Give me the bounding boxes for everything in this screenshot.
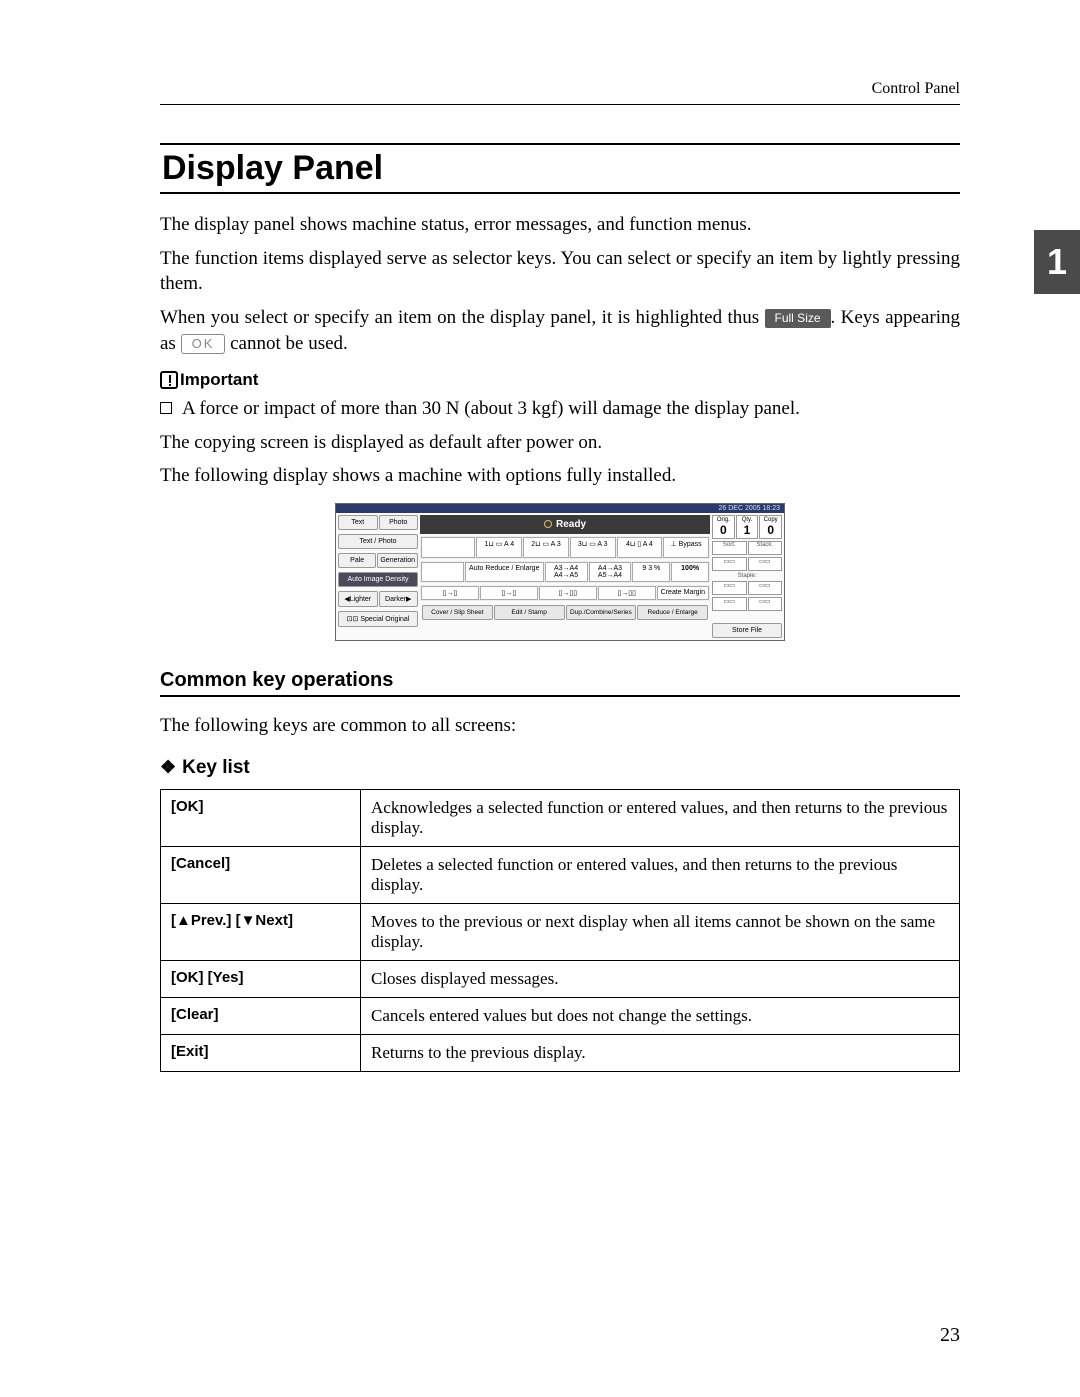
fig-auto-paper-select: Auto Paper Select▶ [421, 537, 475, 558]
fig-tray-1: 1⊔ ▭ A 4 [476, 537, 522, 558]
desc-cell: Acknowledges a selected function or ente… [361, 789, 960, 846]
page-number: 23 [940, 1324, 960, 1347]
fig-auto-reduce-enlarge: Auto Reduce / Enlarge [465, 562, 544, 582]
fig-special-original-button: ⊡⊡ Special Original [338, 611, 418, 627]
important-bullet-text: A force or impact of more than 30 N (abo… [182, 396, 800, 422]
fig-percent: 9 3 % [632, 562, 670, 582]
key-cell: [Exit] [161, 1034, 361, 1071]
fig-counter-qty: Qty.1 [736, 515, 759, 539]
table-row: [▲Prev.] [▼Next] Moves to the previous o… [161, 903, 960, 960]
fig-100-percent: 100% [671, 562, 709, 582]
p3-text-a: When you select or specify an item on th… [160, 307, 765, 328]
key-list-table: [OK] Acknowledges a selected function or… [160, 789, 960, 1072]
important-label: Important [180, 370, 258, 389]
fig-tray-4: 4⊔ ▯ A 4 [617, 537, 663, 558]
fig-paper-tray-row: Auto Paper Select▶ 1⊔ ▭ A 4 2⊔ ▭ A 3 3⊔ … [420, 536, 710, 559]
header-divider [160, 104, 960, 105]
fig-staple-1: ▭▭ [712, 581, 747, 595]
fig-duplex-1: ▯→▯ [421, 586, 479, 600]
key-cell: [OK] [Yes] [161, 960, 361, 997]
fig-staple-4: ▭▭ [748, 597, 783, 611]
bullet-box-icon [160, 402, 172, 414]
fig-create-margin: Create Margin [657, 586, 709, 600]
common-key-heading: Common key operations [160, 669, 960, 697]
fig-full-size: Full Size [421, 562, 464, 582]
key-list-heading: ❖ Key list [160, 757, 960, 779]
fig-ready-bar: Ready [420, 515, 710, 534]
fig-ready-text: Ready [556, 519, 586, 530]
key-cell: [▲Prev.] [▼Next] [161, 903, 361, 960]
p3-text-c: cannot be used. [225, 333, 347, 354]
fig-tab-reduce: Reduce / Enlarge [637, 605, 708, 620]
display-panel-figure: 26 DEC 2005 18:23 Text Photo Text / Phot… [160, 503, 960, 641]
fig-stack-label: Stack: [748, 541, 783, 555]
desc-cell: Moves to the previous or next display wh… [361, 903, 960, 960]
table-row: [OK] [Yes] Closes displayed messages. [161, 960, 960, 997]
fig-pale-button: Pale [338, 553, 376, 568]
fig-duplex-2: ▯→▯ [480, 586, 538, 600]
diamond-icon: ❖ [160, 757, 176, 777]
paragraph-1: The display panel shows machine status, … [160, 212, 960, 238]
important-heading: Important [160, 370, 960, 390]
paragraph-4: The copying screen is displayed as defau… [160, 430, 960, 456]
key-list-label: Key list [182, 757, 250, 778]
fig-generation-button: Generation [377, 553, 418, 568]
fig-counter-row: Orig.0 Qty.1 Copy0 [712, 515, 782, 539]
fig-photo-button: Photo [379, 515, 419, 530]
fig-duplex-4: ▯→▯▯ [598, 586, 656, 600]
page-tab: 1 [1034, 230, 1080, 294]
fig-stack-icon: ▭▭ [748, 557, 783, 571]
key-cell: [Cancel] [161, 846, 361, 903]
fig-ratio-2: A4→A3 A5→A4 [589, 562, 632, 582]
paragraph-5: The following display shows a machine wi… [160, 463, 960, 489]
fig-counter-copy: Copy0 [759, 515, 782, 539]
table-row: [Exit] Returns to the previous display. [161, 1034, 960, 1071]
fig-tray-bypass: ⊥ Bypass [663, 537, 709, 558]
important-icon [160, 371, 178, 389]
ok-key-icon: OK [181, 334, 226, 354]
display-panel-mock: 26 DEC 2005 18:23 Text Photo Text / Phot… [335, 503, 785, 641]
table-row: [Cancel] Deletes a selected function or … [161, 846, 960, 903]
fig-text-photo-button: Text / Photo [338, 534, 418, 549]
fig-ratio-1: A3→A4 A4→A5 [545, 562, 588, 582]
fig-auto-image-density-button: Auto Image Density [338, 572, 418, 587]
fig-staple-3: ▭▭ [712, 597, 747, 611]
fig-lighter-button: ◀Lighter [338, 591, 378, 607]
fig-sort-label: Sort: [712, 541, 747, 555]
key-cell: [Clear] [161, 997, 361, 1034]
fig-ready-circle-icon [544, 520, 552, 528]
fig-text-button: Text [338, 515, 378, 530]
fig-staple-2: ▭▭ [748, 581, 783, 595]
fig-tab-cover: Cover / Slip Sheet [422, 605, 493, 620]
fullsize-key-icon: Full Size [765, 309, 831, 327]
fig-tray-2: 2⊔ ▭ A 3 [523, 537, 569, 558]
figure-datetime: 26 DEC 2005 18:23 [336, 504, 784, 513]
desc-cell: Closes displayed messages. [361, 960, 960, 997]
key-cell: [OK] [161, 789, 361, 846]
table-row: [Clear] Cancels entered values but does … [161, 997, 960, 1034]
fig-tab-edit: Edit / Stamp [494, 605, 565, 620]
paragraph-3: When you select or specify an item on th… [160, 305, 960, 356]
fig-store-file: Store File [712, 623, 782, 638]
fig-duplex-3: ▯→▯▯ [539, 586, 597, 600]
header-section-label: Control Panel [160, 80, 960, 98]
fig-darker-button: Darker▶ [379, 591, 419, 607]
main-heading: Display Panel [160, 143, 960, 194]
important-bullet: A force or impact of more than 30 N (abo… [160, 396, 960, 422]
fig-duplex-row: ▯→▯ ▯→▯ ▯→▯▯ ▯→▯▯ Create Margin [420, 585, 710, 601]
fig-scale-row: Full Size Auto Reduce / Enlarge A3→A4 A4… [420, 561, 710, 583]
fig-sort-icon: ▭▭ [712, 557, 747, 571]
fig-tab-dup: Dup./Combine/Series [566, 605, 637, 620]
paragraph-2: The function items displayed serve as se… [160, 246, 960, 297]
fig-tray-3: 3⊔ ▭ A 3 [570, 537, 616, 558]
common-key-intro: The following keys are common to all scr… [160, 713, 960, 739]
fig-counter-orig: Orig.0 [712, 515, 735, 539]
desc-cell: Deletes a selected function or entered v… [361, 846, 960, 903]
desc-cell: Cancels entered values but does not chan… [361, 997, 960, 1034]
table-row: [OK] Acknowledges a selected function or… [161, 789, 960, 846]
fig-bottom-tabs: Cover / Slip Sheet Edit / Stamp Dup./Com… [420, 603, 710, 622]
desc-cell: Returns to the previous display. [361, 1034, 960, 1071]
fig-staple-label: Staple: [712, 573, 782, 579]
